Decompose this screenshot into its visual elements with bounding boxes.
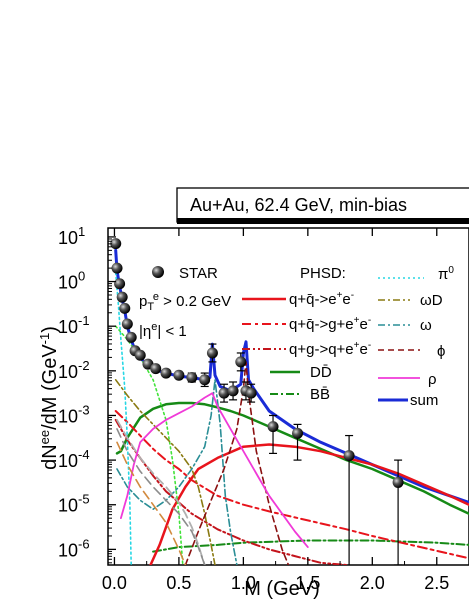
data-point — [111, 262, 123, 274]
legend-label-ddbar: DD̄ — [310, 364, 332, 381]
data-point — [267, 421, 279, 433]
x-axis-title: M (GeV) — [244, 578, 320, 600]
data-point — [186, 372, 198, 384]
y-tick-label: 101 — [58, 224, 85, 248]
legend-label-pi0: π0 — [438, 265, 454, 283]
series-line-12 — [116, 419, 206, 565]
data-point — [134, 349, 146, 361]
data-point — [245, 387, 257, 399]
legend-label-rho: ρ — [428, 371, 437, 388]
x-tick-label: 2.0 — [360, 573, 385, 593]
data-point — [116, 291, 128, 303]
y-tick-label: 100 — [58, 269, 85, 293]
data-point — [119, 302, 131, 314]
series-line-11 — [120, 392, 309, 548]
phsd-header: PHSD: — [300, 265, 346, 282]
y-tick-label: 10-3 — [58, 402, 90, 426]
y-tick-label: 10-4 — [58, 447, 90, 471]
data-point — [206, 347, 218, 359]
series-line-14 — [116, 441, 187, 565]
data-point — [150, 363, 162, 375]
data-point — [343, 450, 355, 462]
x-tick-label: 0.5 — [166, 573, 191, 593]
series-line-6 — [114, 271, 132, 565]
data-point — [235, 356, 247, 368]
x-tick-label: 0.0 — [102, 573, 127, 593]
ticks-layer — [108, 228, 438, 565]
y-tick-label: 10-2 — [58, 358, 90, 382]
series-line-2 — [152, 539, 469, 553]
annotation-eta-cut: |ηe| < 1 — [139, 321, 187, 340]
y-tick-label: 10-5 — [58, 492, 90, 516]
series-line-3 — [149, 443, 469, 565]
data-point — [121, 318, 133, 330]
series-line-4 — [114, 410, 469, 560]
x-tick-labels: 0.0 0.5 1.0 1.5 2.0 2.5 — [102, 573, 449, 593]
legend: STAR pTe > 0.2 GeV |ηe| < 1 PHSD: q+q̄->… — [139, 265, 454, 409]
data-point — [218, 387, 230, 399]
legend-label-omega: ω — [420, 317, 432, 334]
data-point — [292, 427, 304, 439]
data-point — [173, 369, 185, 381]
legend-label-phi: ϕ — [437, 343, 445, 360]
legend-label-omegad: ωD — [420, 292, 443, 309]
series-line-9 — [116, 379, 238, 565]
legend-label-star: STAR — [179, 265, 218, 282]
annotation-pt-cut: pTe > 0.2 GeV — [139, 291, 231, 313]
y-tick-label: 10-1 — [58, 313, 90, 337]
data-point — [114, 278, 126, 290]
svg-text:dNee/dM (GeV-1): dNee/dM (GeV-1) — [37, 326, 61, 470]
data-point — [199, 374, 211, 386]
legend-label-qqbar-ee: q+q̄->e+e- — [289, 290, 354, 308]
series-line-8 — [114, 379, 216, 565]
legend-label-sum: sum — [410, 392, 438, 409]
data-point — [125, 331, 137, 343]
y-tick-labels: 101 100 10-1 10-2 10-3 10-4 10-5 10-6 — [58, 224, 90, 560]
data-point — [110, 238, 122, 250]
x-tick-label: 1.5 — [295, 573, 320, 593]
data-point — [227, 385, 239, 397]
title-box: Au+Au, 62.4 GeV, min-bias — [176, 187, 469, 224]
x-tick-label: 2.5 — [424, 573, 449, 593]
data-point — [160, 367, 172, 379]
y-tick-label: 10-6 — [58, 536, 90, 560]
series-line-5 — [114, 418, 348, 565]
data-points-layer — [110, 238, 404, 488]
series-line-10 — [184, 361, 290, 565]
legend-label-bbbar: BB̄ — [310, 386, 330, 403]
y-axis-title: dNee/dM (GeV-1) — [37, 326, 61, 470]
x-tick-label: 1.0 — [231, 573, 256, 593]
legend-label-qg-qee: q+g->q+e+e- — [289, 340, 371, 358]
chart-title: Au+Au, 62.4 GeV, min-bias — [190, 195, 407, 215]
data-point — [392, 476, 404, 488]
legend-label-qqbar-gee: q+q̄->g+e+e- — [289, 315, 371, 333]
series-line-13 — [116, 428, 206, 565]
